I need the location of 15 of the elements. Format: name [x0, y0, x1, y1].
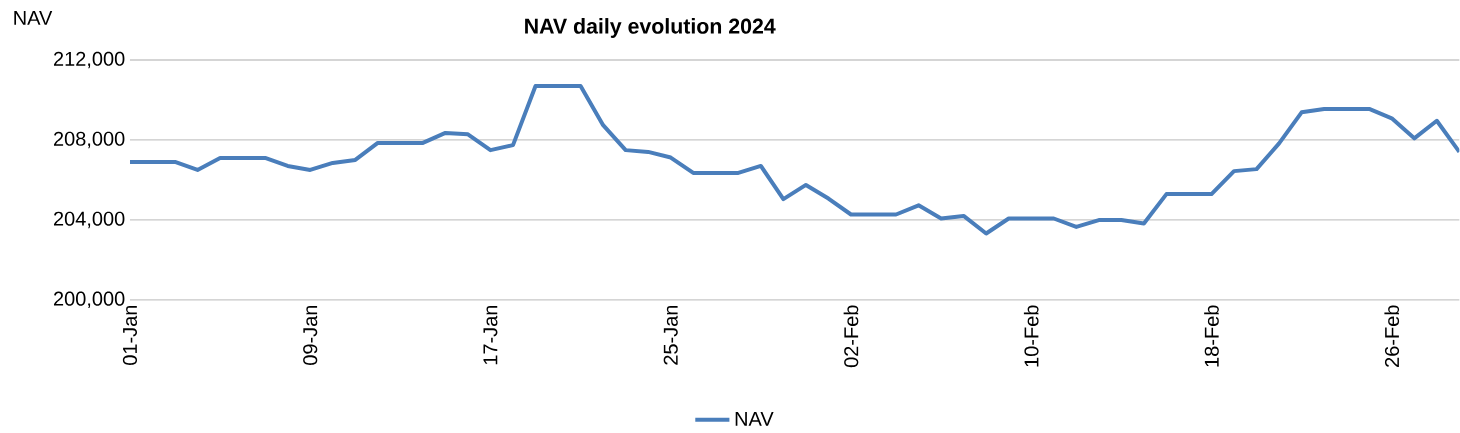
x-tick-label: 10-Feb [1023, 305, 1039, 367]
y-tick-label: 208,000 [53, 131, 125, 149]
y-tick-label: 200,000 [53, 291, 125, 309]
x-tick-label: 26-Feb [1384, 305, 1400, 367]
y-tick-label: 204,000 [53, 211, 125, 229]
x-tick-label: 01-Jan [122, 305, 138, 365]
x-tick-label: 25-Jan [663, 305, 678, 365]
y-tick-label: 212,000 [53, 51, 125, 69]
x-tick-label: 02-Feb [843, 305, 859, 368]
x-tick-label: 18-Feb [1204, 305, 1219, 367]
legend-label: NAV [735, 411, 774, 426]
y-axis-title: NAV [14, 11, 53, 25]
x-tick-label: 17-Jan [483, 305, 498, 365]
x-tick-label: 09-Jan [303, 305, 318, 365]
chart-title: NAV daily evolution 2024 [525, 18, 776, 38]
